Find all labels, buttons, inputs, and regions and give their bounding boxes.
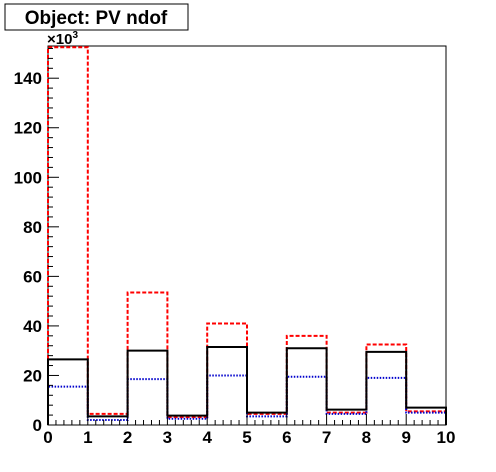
y-tick-label-5: 100 [14, 168, 42, 187]
title-box: Object: PV ndof [4, 3, 189, 31]
x-tick-label-3: 3 [163, 428, 172, 447]
y-multiplier-base: ×10 [47, 31, 72, 48]
y-tick-label-3: 60 [23, 267, 42, 286]
x-tick-label-9: 9 [401, 428, 410, 447]
x-tick-label-4: 4 [202, 428, 212, 447]
y-tick-label-0: 0 [33, 416, 42, 435]
y-tick-label-6: 120 [14, 119, 42, 138]
x-tick-label-7: 7 [322, 428, 331, 447]
y-tick-label-7: 140 [14, 69, 42, 88]
y-tick-label-2: 40 [23, 317, 42, 336]
x-tick-label-10: 10 [437, 428, 456, 447]
y-tick-label-1: 20 [23, 366, 42, 385]
x-tick-label-1: 1 [83, 428, 92, 447]
series-layer [47, 46, 447, 425]
x-tick-label-8: 8 [362, 428, 371, 447]
series-0-line [47, 345, 447, 425]
y-multiplier-exp: 3 [72, 30, 78, 41]
x-tick-label-5: 5 [242, 428, 251, 447]
title-frame [4, 3, 189, 31]
x-tick-label-0: 0 [43, 428, 52, 447]
y-multiplier: ×103 [47, 30, 78, 48]
x-tick-label-2: 2 [123, 428, 132, 447]
chart-title: Object: PV ndof [25, 8, 168, 29]
y-tick-label-4: 80 [23, 218, 42, 237]
x-tick-label-6: 6 [282, 428, 291, 447]
